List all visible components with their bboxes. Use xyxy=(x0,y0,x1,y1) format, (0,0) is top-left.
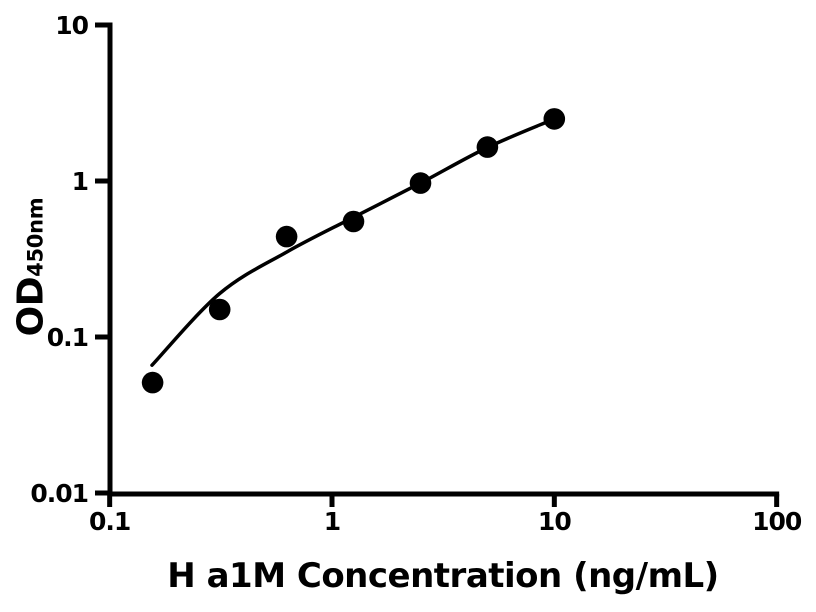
y-tick-label: 0.01 xyxy=(30,479,88,508)
y-axis-title: OD 450nm xyxy=(11,198,52,337)
data-point xyxy=(342,210,365,233)
data-point xyxy=(476,136,499,158)
data-point xyxy=(543,108,566,130)
data-point xyxy=(275,225,298,248)
data-point xyxy=(208,298,231,321)
data-point xyxy=(141,371,164,394)
y-tick-label: 1 xyxy=(72,167,88,196)
x-axis-title: H a1M Concentration (ng/mL) xyxy=(167,556,719,596)
x-tick-label: 1 xyxy=(324,507,340,536)
fit-curve-line xyxy=(150,117,557,367)
y-axis-title-subscript: 450nm xyxy=(23,197,48,277)
x-tick-label: 100 xyxy=(752,507,802,536)
y-axis-title-main: OD xyxy=(10,276,52,337)
x-tick-label: 0.1 xyxy=(89,507,130,536)
y-tick-label: 10 xyxy=(55,11,88,40)
y-tick-label: 0.1 xyxy=(47,323,88,352)
data-point xyxy=(409,172,432,194)
x-tick-label: 10 xyxy=(538,507,571,536)
